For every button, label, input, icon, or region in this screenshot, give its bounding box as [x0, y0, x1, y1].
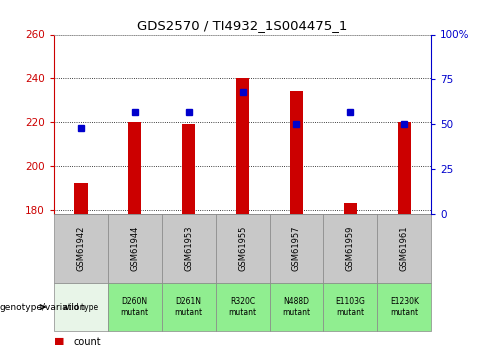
Text: GSM61957: GSM61957: [292, 226, 301, 271]
Text: GSM61955: GSM61955: [238, 226, 247, 271]
Bar: [216, 283, 270, 331]
Text: ■: ■: [54, 337, 64, 345]
Bar: [162, 283, 216, 331]
Bar: [128, 122, 142, 214]
Text: GSM61942: GSM61942: [76, 226, 85, 271]
Bar: [54, 283, 108, 331]
Bar: [323, 283, 377, 331]
Bar: [397, 122, 411, 214]
Bar: [236, 78, 249, 214]
Bar: [162, 214, 216, 283]
Text: genotype/variation: genotype/variation: [0, 303, 86, 312]
Bar: [54, 214, 108, 283]
Bar: [290, 91, 303, 214]
Text: N488D
mutant: N488D mutant: [282, 297, 311, 317]
Bar: [108, 283, 162, 331]
Title: GDS2570 / TI4932_1S004475_1: GDS2570 / TI4932_1S004475_1: [137, 19, 348, 32]
Bar: [270, 283, 323, 331]
Text: D261N
mutant: D261N mutant: [174, 297, 203, 317]
Text: GSM61944: GSM61944: [130, 226, 139, 271]
Bar: [270, 214, 323, 283]
Text: GSM61961: GSM61961: [400, 226, 409, 271]
Text: GSM61953: GSM61953: [184, 226, 193, 271]
Bar: [377, 283, 431, 331]
Bar: [182, 124, 196, 214]
Text: E1230K
mutant: E1230K mutant: [390, 297, 419, 317]
Text: count: count: [74, 337, 101, 345]
Bar: [323, 214, 377, 283]
Bar: [216, 214, 270, 283]
Text: R320C
mutant: R320C mutant: [228, 297, 257, 317]
Bar: [377, 214, 431, 283]
Text: wild type: wild type: [63, 303, 98, 312]
Text: E1103G
mutant: E1103G mutant: [336, 297, 365, 317]
Text: D260N
mutant: D260N mutant: [121, 297, 149, 317]
Bar: [108, 214, 162, 283]
Bar: [74, 183, 88, 214]
Text: GSM61959: GSM61959: [346, 226, 355, 271]
Bar: [343, 203, 357, 214]
